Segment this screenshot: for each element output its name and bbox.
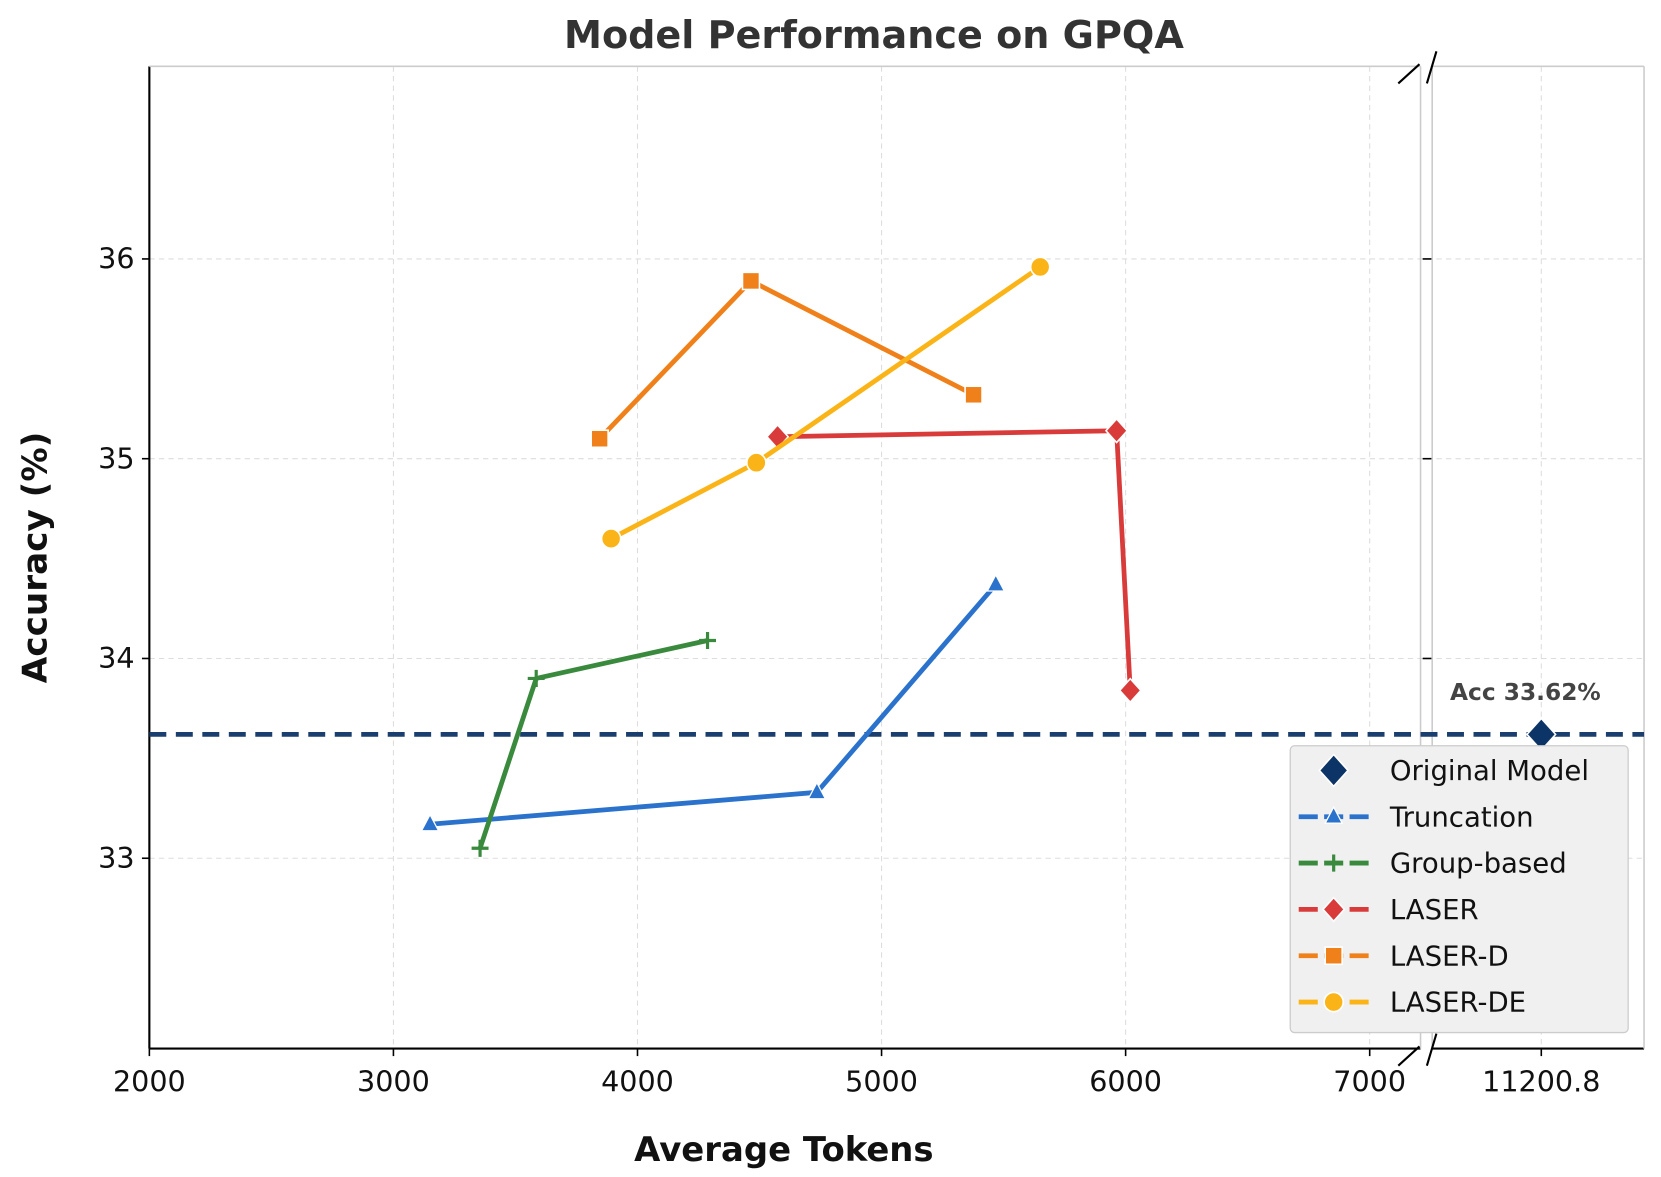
- series-line: [597, 278, 975, 441]
- y-tick-label: 34: [98, 641, 134, 675]
- legend-label: Truncation: [1389, 800, 1534, 833]
- series-line: [777, 428, 1133, 691]
- y-tick-label: 35: [98, 441, 134, 475]
- circle-marker: [1323, 991, 1345, 1013]
- legend: Original Model Truncation Group-based LASER…: [1289, 745, 1629, 1034]
- circle-marker: [1029, 256, 1051, 278]
- diamond-marker: [1118, 677, 1142, 704]
- diamond-marker: [1322, 896, 1346, 923]
- legend-item: Group-based: [1298, 847, 1567, 880]
- legend-label: LASER-D: [1390, 939, 1509, 972]
- x-tick-label: 5000: [845, 1064, 918, 1098]
- legend-label: LASER: [1390, 893, 1479, 926]
- plus-marker: [1325, 854, 1343, 872]
- square-marker: [590, 429, 609, 449]
- series-laser-d: [590, 271, 983, 449]
- x-tick-label: 6000: [1089, 1064, 1162, 1098]
- legend-item: LASER-DE: [1298, 986, 1526, 1019]
- square-marker: [741, 271, 761, 291]
- reference-line-label: Acc 33.62%: [1450, 678, 1601, 706]
- legend-item: LASER-D: [1298, 939, 1509, 972]
- triangle-marker: [1324, 805, 1344, 824]
- legend-item: Original Model: [1318, 753, 1589, 788]
- legend-item: LASER: [1298, 893, 1479, 926]
- axis-break-mark: [1397, 1033, 1438, 1067]
- legend-label: Group-based: [1390, 847, 1567, 880]
- legend-label: LASER-DE: [1390, 986, 1526, 1019]
- series-truncation: [420, 573, 1006, 832]
- legend-item: Truncation: [1298, 800, 1534, 833]
- square-marker: [964, 385, 983, 405]
- plus-marker: [471, 839, 489, 857]
- legend-box: [1289, 745, 1629, 1034]
- plus-marker: [699, 631, 717, 650]
- y-axis-label: Accuracy (%): [16, 432, 56, 683]
- x-tick-label: 11200.8: [1482, 1064, 1600, 1098]
- series-line: [429, 582, 998, 827]
- triangle-marker: [420, 813, 440, 832]
- y-tick-label: 33: [98, 841, 134, 875]
- series-laser: [765, 417, 1142, 704]
- x-axis-label: Average Tokens: [634, 1130, 933, 1170]
- x-tick-label: 7000: [1333, 1064, 1406, 1098]
- square-marker: [1324, 946, 1343, 966]
- plus-marker: [527, 669, 545, 688]
- circle-marker: [600, 528, 622, 550]
- series-laser-de: [600, 256, 1051, 550]
- axis-break-mark: [1397, 51, 1438, 85]
- axes: 2000 3000 4000 5000 6000 7000 11200.8 33 34 35 36: [98, 51, 1645, 1098]
- x-tick-label: 4000: [601, 1064, 674, 1098]
- triangle-marker: [807, 781, 827, 800]
- series-layer: [420, 256, 1557, 857]
- diamond-marker: [1318, 753, 1350, 788]
- circle-marker: [746, 452, 767, 474]
- diamond-marker: [1104, 417, 1129, 444]
- x-tick-label: 2000: [113, 1064, 186, 1098]
- legend-label: Original Model: [1390, 754, 1589, 787]
- triangle-marker: [986, 573, 1006, 592]
- x-tick-label: 3000: [357, 1064, 430, 1098]
- series-group-based: [471, 631, 717, 857]
- chart-title: Model Performance on GPQA: [564, 13, 1184, 58]
- y-tick-label: 36: [98, 241, 134, 275]
